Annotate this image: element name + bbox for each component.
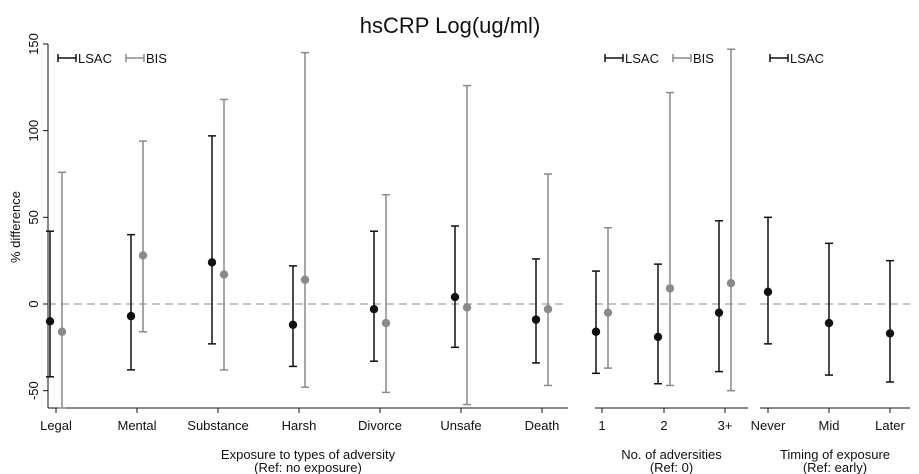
x-tick-label: Mental bbox=[117, 418, 156, 433]
legend-label: BIS bbox=[693, 51, 714, 66]
point-bis bbox=[57, 327, 67, 336]
point-lsac bbox=[591, 327, 601, 336]
point-lsac bbox=[369, 305, 379, 314]
x-tick-label: Divorce bbox=[358, 418, 402, 433]
legend-label: LSAC bbox=[78, 51, 112, 66]
point-lsac bbox=[288, 320, 298, 329]
x-axis-label: No. of adversities bbox=[621, 447, 722, 462]
x-tick-label: Unsafe bbox=[440, 418, 481, 433]
point-bis bbox=[603, 308, 613, 317]
x-axis-sublabel: (Ref: no exposure) bbox=[254, 460, 362, 474]
point-lsac bbox=[653, 332, 663, 342]
point-bis bbox=[543, 305, 553, 314]
legend-label: LSAC bbox=[790, 51, 824, 66]
x-tick-label: Harsh bbox=[282, 418, 317, 433]
x-tick-label: Later bbox=[875, 418, 905, 433]
x-tick-label: Never bbox=[751, 418, 786, 433]
point-bis bbox=[462, 303, 472, 312]
legend-label: BIS bbox=[146, 51, 167, 66]
y-axis-label: % difference bbox=[8, 191, 23, 263]
point-lsac bbox=[763, 287, 773, 297]
x-tick-label: 1 bbox=[598, 418, 605, 433]
point-bis bbox=[300, 275, 310, 284]
x-tick-label: 2 bbox=[660, 418, 667, 433]
point-lsac bbox=[824, 318, 834, 328]
y-tick-label: 50 bbox=[26, 210, 41, 224]
x-axis-label: Timing of exposure bbox=[780, 447, 890, 462]
point-lsac bbox=[126, 311, 136, 321]
point-bis bbox=[726, 279, 736, 288]
x-axis-label: Exposure to types of adversity bbox=[221, 447, 396, 462]
y-tick-label: 150 bbox=[26, 33, 41, 55]
panel-2: 1 2 3+ No. of adversities(Ref: 0) LSAC BIS bbox=[591, 48, 748, 474]
legend-item-lsac: LSAC bbox=[604, 51, 659, 66]
legend-label: LSAC bbox=[625, 51, 659, 66]
legend-item-bis: BIS bbox=[672, 51, 714, 66]
x-tick-label: Mid bbox=[819, 418, 840, 433]
legend-item-lsac: LSAC bbox=[57, 51, 112, 66]
y-tick-label: 0 bbox=[26, 300, 41, 307]
legend-item-bis: BIS bbox=[125, 51, 167, 66]
x-tick-label: Death bbox=[525, 418, 560, 433]
point-lsac bbox=[45, 317, 55, 326]
x-axis-sublabel: (Ref: 0) bbox=[650, 460, 693, 474]
legend-item-lsac: LSAC bbox=[769, 51, 824, 66]
point-bis bbox=[219, 270, 229, 279]
x-tick-label: Substance bbox=[187, 418, 248, 433]
point-bis bbox=[138, 251, 148, 260]
x-tick-label: Legal bbox=[40, 418, 72, 433]
x-axis-sublabel: (Ref: early) bbox=[803, 460, 867, 474]
point-lsac bbox=[531, 315, 541, 324]
x-tick-label: 3+ bbox=[718, 418, 733, 433]
point-lsac bbox=[207, 258, 217, 267]
panel-3: Never Mid Later Timing of exposure(Ref: ear… bbox=[751, 51, 910, 474]
point-lsac bbox=[450, 292, 460, 302]
point-bis bbox=[665, 284, 675, 293]
point-lsac bbox=[714, 308, 724, 317]
chart-title: hsCRP Log(ug/ml) bbox=[360, 13, 541, 38]
point-bis bbox=[381, 318, 391, 328]
y-axis: -50 0 50 100 150 bbox=[26, 33, 49, 408]
panels: Legal Mental Substance Harsh Divorce Unsafe De… bbox=[40, 48, 910, 474]
y-tick-label: -50 bbox=[26, 381, 41, 400]
point-lsac bbox=[885, 329, 895, 338]
panel-1: Legal Mental Substance Harsh Divorce Unsafe De… bbox=[40, 51, 568, 474]
y-tick-label: 100 bbox=[26, 120, 41, 142]
